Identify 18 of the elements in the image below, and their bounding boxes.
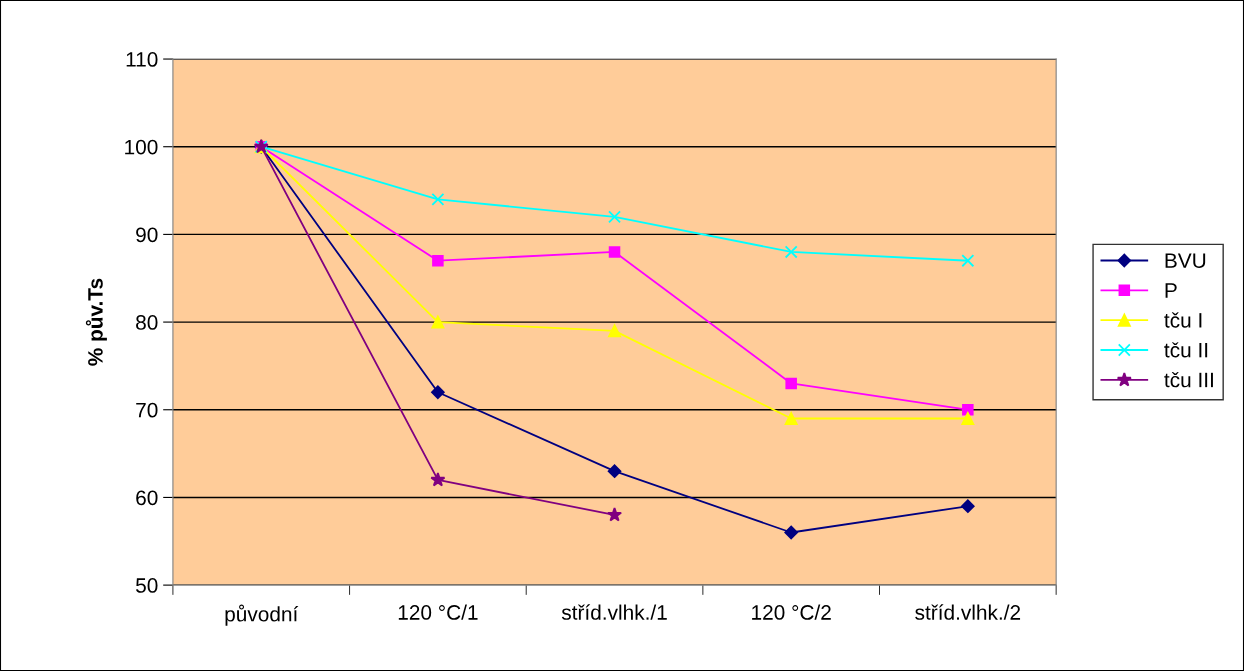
legend-label: tču II	[1164, 342, 1208, 358]
x-tick-label: původní	[225, 604, 299, 626]
y-tick-label: 70	[136, 402, 158, 418]
legend-label: tču III	[1164, 371, 1213, 388]
y-axis-title: % pův.Ts	[85, 278, 107, 366]
x-tick-label: 120 °C/1	[398, 604, 478, 620]
y-tick-label: 60	[136, 490, 158, 506]
legend-label: BVU	[1165, 253, 1206, 268]
x-tick-label: stříd.vlhk./2	[915, 604, 1021, 620]
legend-label: P	[1165, 283, 1177, 298]
y-tick-label: 50	[136, 578, 158, 593]
y-tick-label: 90	[136, 227, 158, 243]
y-tick-label: 110	[126, 52, 158, 67]
y-tick-label: 80	[136, 315, 158, 330]
legend-label: tču I	[1164, 312, 1202, 328]
x-tick-label: 120 °C/2	[752, 604, 831, 620]
y-tick-label: 100	[125, 139, 158, 155]
x-tick-label: stříd.vlhk./1	[561, 604, 667, 620]
